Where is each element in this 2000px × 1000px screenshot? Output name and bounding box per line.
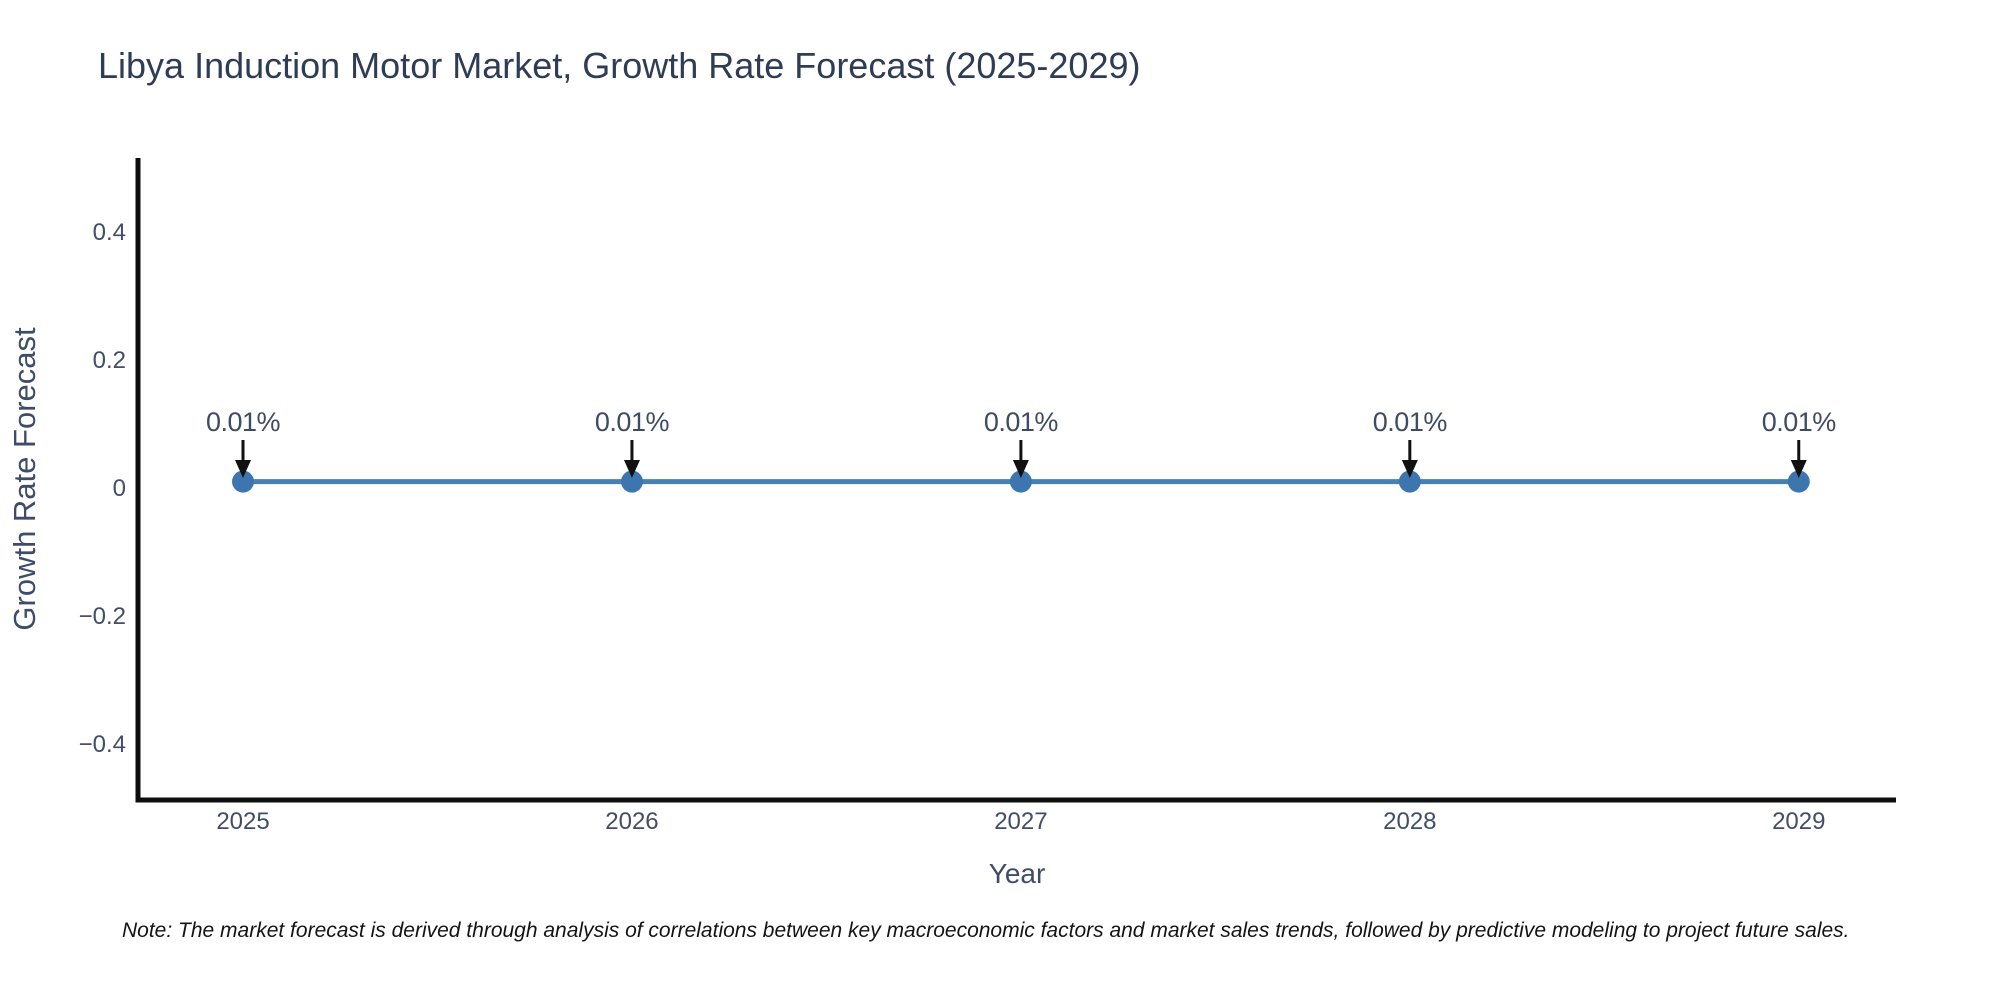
annotation-arrow-head <box>623 460 640 478</box>
x-tick-label: 2027 <box>994 808 1047 835</box>
data-point-marker <box>232 470 255 493</box>
point-annotation: 0.01% <box>1373 407 1448 437</box>
y-tick-label: −0.4 <box>79 731 126 758</box>
data-point-marker <box>1009 470 1032 493</box>
annotation-arrow-head <box>235 460 252 478</box>
y-tick-label: 0.4 <box>93 219 126 246</box>
x-axis-title: Year <box>988 858 1046 889</box>
annotation-arrow-head <box>1012 460 1029 478</box>
footnote: Note: The market forecast is derived thr… <box>122 919 1850 942</box>
y-tick-label: 0 <box>113 475 126 502</box>
chart-title: Libya Induction Motor Market, Growth Rat… <box>98 45 1141 86</box>
data-point-marker <box>620 470 643 493</box>
point-annotation: 0.01% <box>206 407 281 437</box>
point-annotation: 0.01% <box>595 407 670 437</box>
x-tick-label: 2028 <box>1383 808 1436 835</box>
x-tick-label: 2025 <box>216 808 269 835</box>
data-point-marker <box>1787 470 1810 493</box>
y-tick-label: 0.2 <box>93 347 126 374</box>
x-tick-label: 2026 <box>605 808 658 835</box>
x-tick-label: 2029 <box>1772 808 1825 835</box>
point-annotation: 0.01% <box>1762 407 1837 437</box>
annotation-arrow-head <box>1790 460 1807 478</box>
annotation-arrow-head <box>1401 460 1418 478</box>
data-point-marker <box>1398 470 1421 493</box>
y-tick-label: −0.2 <box>79 603 126 630</box>
point-annotation: 0.01% <box>984 407 1059 437</box>
